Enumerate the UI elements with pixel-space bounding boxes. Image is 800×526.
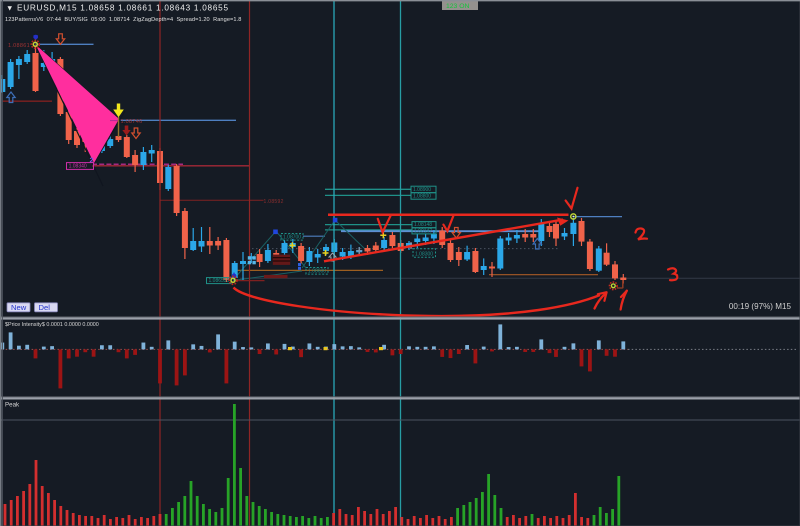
svg-text:1.086555: 1.086555: [209, 278, 230, 284]
svg-text:1.08800: 1.08800: [413, 194, 431, 200]
svg-text:EURUSD,M15 1.08658 1.08661 1.: EURUSD,M15 1.08658 1.08661 1.08643 1.086…: [17, 4, 229, 13]
svg-text:▼: ▼: [6, 4, 13, 13]
svg-text:Peak: Peak: [5, 402, 20, 409]
svg-text:123PatternsV6 07:44 BUY/SIG: 123PatternsV6 07:44 BUY/SIG 05:00 1.0871…: [5, 17, 242, 23]
svg-text:1.08700: 1.08700: [283, 235, 301, 241]
svg-text:2: 2: [90, 158, 94, 165]
svg-text:1.08746: 1.08746: [121, 119, 143, 125]
svg-text:1.08148: 1.08148: [414, 222, 432, 228]
svg-text:Del: Del: [39, 303, 51, 312]
svg-text:00:19 (97%) M15: 00:19 (97%) M15: [729, 302, 792, 311]
svg-text:1.08340: 1.08340: [69, 164, 87, 170]
svg-text:1.08600: 1.08600: [308, 269, 326, 275]
svg-text:1.08592: 1.08592: [264, 199, 284, 205]
svg-text:1.08147: 1.08147: [414, 228, 432, 234]
svg-text:$Price Intensity$ 0.0001 0.000: $Price Intensity$ 0.0001 0.0000 0.0000: [5, 322, 99, 328]
svg-text:1.08300: 1.08300: [415, 252, 433, 258]
svg-text:1.08900: 1.08900: [413, 187, 431, 193]
svg-text:1.08861: 1.08861: [8, 43, 30, 49]
svg-text:123 ON: 123 ON: [446, 3, 470, 10]
svg-text:New: New: [11, 303, 27, 312]
